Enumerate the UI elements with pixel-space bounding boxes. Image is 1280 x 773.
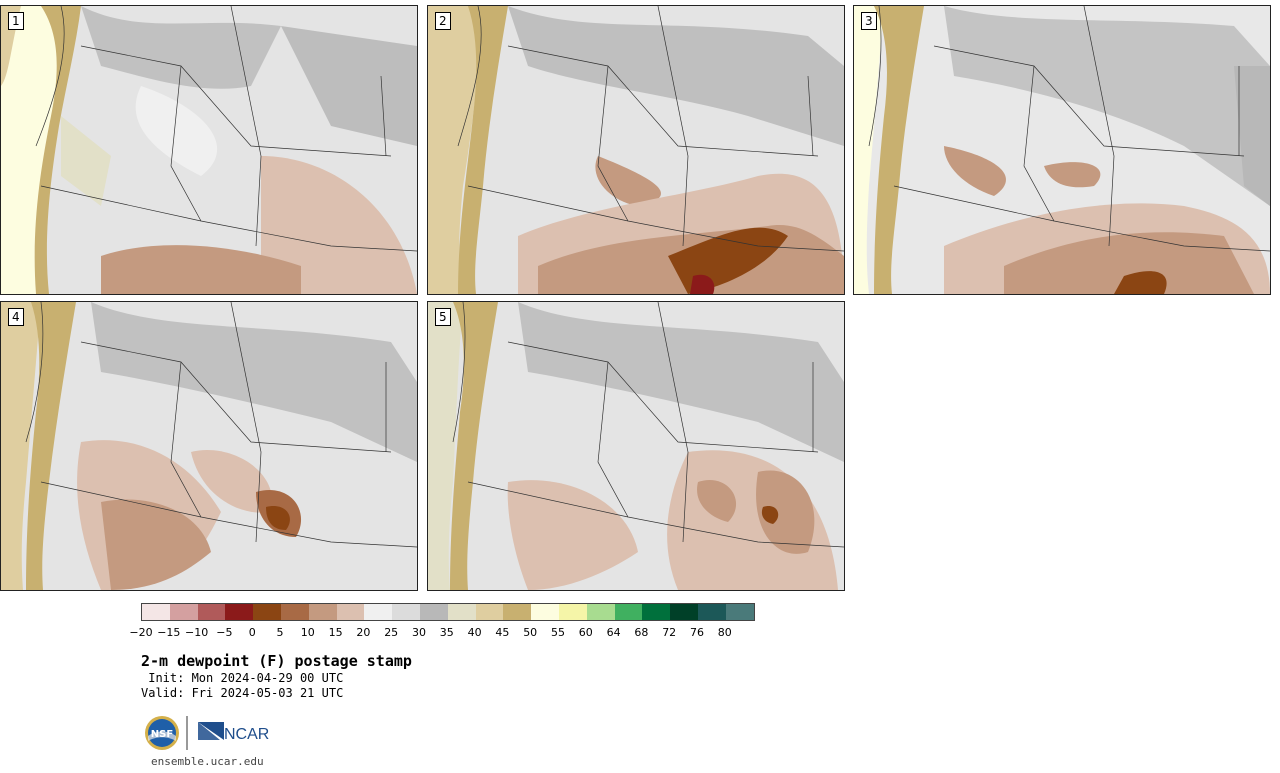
colorbar-tick-label: 35 — [439, 626, 454, 639]
dewpoint-map — [428, 302, 844, 590]
panel-label: 4 — [8, 308, 24, 326]
colorbar-swatch — [558, 604, 587, 620]
colorbar-swatch — [225, 604, 254, 620]
colorbar-swatch — [392, 604, 420, 620]
colorbar-swatch — [169, 604, 198, 620]
colorbar-tick-label: 0 — [248, 626, 256, 639]
colorbar-swatch — [253, 604, 281, 620]
colorbar-tick-label: 30 — [412, 626, 426, 639]
dewpoint-map — [428, 6, 844, 294]
colorbar-tick-label: 10 — [300, 626, 315, 639]
colorbar-swatch — [531, 604, 559, 620]
colorbar-swatch — [475, 604, 504, 620]
colorbar-tick-label: 64 — [606, 626, 621, 639]
ensemble-member-panel-3: 3 — [853, 5, 1271, 295]
colorbar-tick-label: 25 — [384, 626, 399, 639]
svg-text:NSF: NSF — [151, 729, 173, 740]
panel-label: 1 — [8, 12, 24, 30]
logos: NSF NCAR — [144, 714, 274, 754]
colorbar-tick-label: −10 — [184, 626, 209, 639]
site-url: ensemble.ucar.edu — [151, 755, 264, 768]
panel-label: 2 — [435, 12, 451, 30]
colorbar-tick-label: −5 — [216, 626, 233, 639]
colorbar-tick-label: 45 — [495, 626, 510, 639]
colorbar-swatch — [503, 604, 532, 620]
dewpoint-map — [854, 6, 1270, 294]
figure-title: 2-m dewpoint (F) postage stamp — [141, 652, 412, 670]
panel-label: 5 — [435, 308, 451, 326]
ensemble-member-panel-2: 2 — [427, 5, 845, 295]
colorbar-swatch — [586, 604, 615, 620]
colorbar-tick-label: 68 — [634, 626, 649, 639]
colorbar-tick-label: 15 — [328, 626, 343, 639]
colorbar-tick-label: 50 — [523, 626, 538, 639]
init-time: Init: Mon 2024-04-29 00 UTC — [141, 671, 344, 685]
colorbar-ticks: −20 −15 −10 −5 0 5 10 15 20 25 30 35 40 45 50 55 60 64 68 7… — [128, 626, 788, 640]
colorbar-swatch — [697, 604, 726, 620]
ensemble-member-panel-1: 1 — [0, 5, 418, 295]
colorbar-swatch — [280, 604, 309, 620]
panel-label: 3 — [861, 12, 877, 30]
colorbar-tick-label: 80 — [717, 626, 732, 639]
valid-time: Valid: Fri 2024-05-03 21 UTC — [141, 686, 344, 700]
colorbar-swatch — [447, 604, 476, 620]
colorbar-tick-label: −15 — [157, 626, 181, 639]
dewpoint-map — [1, 6, 417, 294]
colorbar-swatch — [670, 604, 698, 620]
colorbar-tick-label: 55 — [551, 626, 565, 639]
dewpoint-map — [1, 302, 417, 590]
ncar-logo: NCAR — [198, 722, 269, 743]
colorbar-swatch — [419, 604, 448, 620]
colorbar-swatch — [642, 604, 671, 620]
colorbar-tick-label: −20 — [129, 626, 153, 639]
colorbar-tick-label: 5 — [276, 626, 284, 639]
colorbar-tick-label: 20 — [356, 626, 371, 639]
ensemble-member-panel-5: 5 — [427, 301, 845, 591]
colorbar-tick-label: 60 — [578, 626, 593, 639]
colorbar-tick-label: 72 — [662, 626, 677, 639]
colorbar-swatch — [614, 604, 643, 620]
colorbar-swatch — [725, 604, 754, 620]
colorbar — [141, 603, 755, 621]
ensemble-member-panel-4: 4 — [0, 301, 418, 591]
colorbar-swatch — [142, 604, 170, 620]
svg-text:NCAR: NCAR — [224, 726, 269, 743]
colorbar-swatch — [364, 604, 393, 620]
colorbar-tick-label: 40 — [467, 626, 482, 639]
nsf-logo: NSF — [145, 716, 179, 750]
colorbar-tick-label: 76 — [690, 626, 704, 639]
colorbar-swatch — [308, 604, 337, 620]
colorbar-swatch — [197, 604, 226, 620]
colorbar-swatch — [336, 604, 365, 620]
